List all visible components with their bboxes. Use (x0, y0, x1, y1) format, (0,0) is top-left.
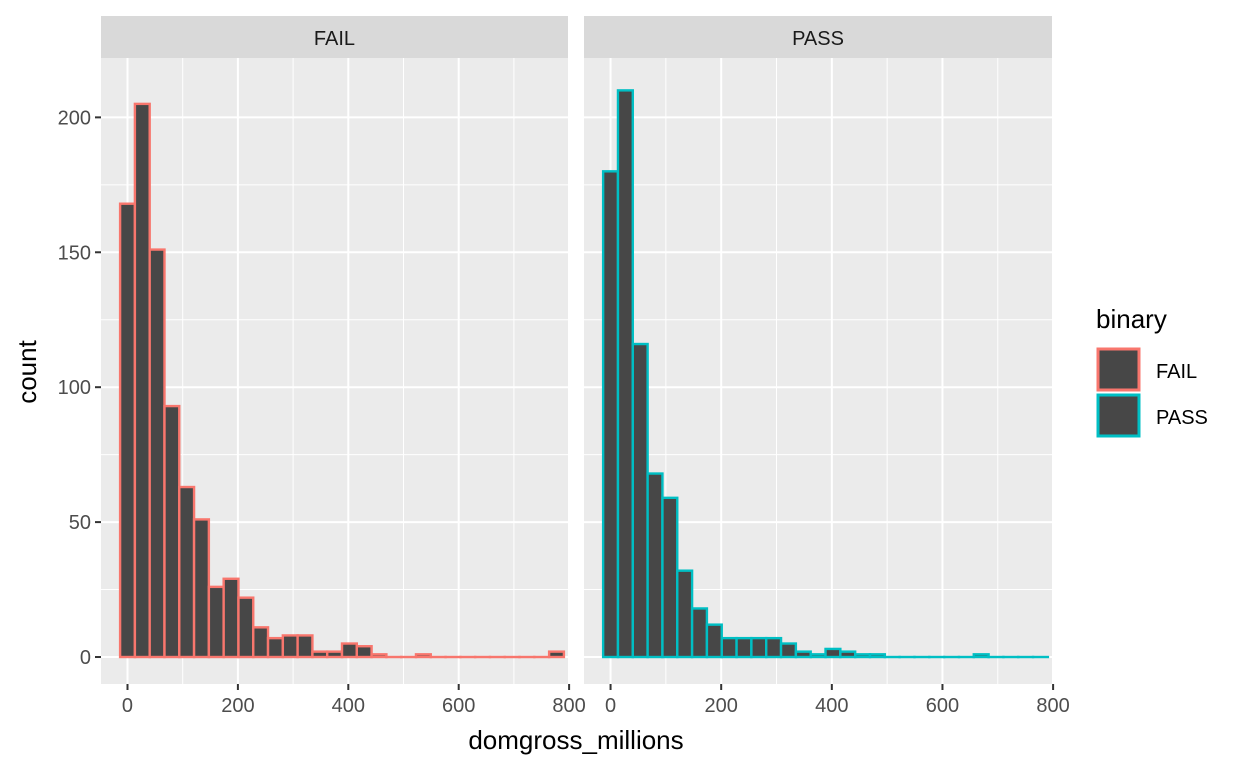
histogram-bar (646, 472, 664, 659)
histogram-bar (676, 569, 694, 659)
legend: binary FAIL PASS (1096, 304, 1208, 438)
y-tick-label: 50 (69, 512, 91, 534)
y-tick-label: 100 (58, 377, 91, 399)
histogram-bar (661, 496, 679, 659)
y-tick-label: 150 (58, 242, 91, 264)
histogram-bar (853, 653, 872, 659)
histogram-bar (133, 102, 151, 659)
facet-strip (584, 16, 1052, 58)
histogram-bar (252, 626, 270, 659)
x-tick-label: 0 (605, 695, 616, 717)
histogram-bar (207, 585, 225, 659)
histogram-bar (690, 607, 709, 659)
histogram-bar (340, 642, 359, 659)
histogram-bar (616, 89, 634, 659)
histogram-bar (601, 170, 620, 659)
facet-strip (101, 16, 568, 58)
legend-key-fail: FAIL (1096, 347, 1197, 392)
x-tick-label: 0 (122, 695, 133, 717)
histogram-bar (750, 636, 768, 659)
histogram-bar (779, 642, 798, 659)
x-axis-title: domgross_millions (468, 725, 683, 755)
x-tick-label: 200 (705, 695, 738, 717)
x-tick-label: 800 (552, 695, 585, 717)
histogram-bar (118, 202, 137, 659)
y-axis: 0 50 100 150 200 (58, 107, 101, 669)
histogram-bar (326, 650, 344, 659)
histogram-bar (824, 647, 842, 659)
legend-title: binary (1096, 304, 1167, 334)
histogram-bar (281, 634, 299, 659)
histogram-bar (237, 596, 255, 659)
histogram-bar (311, 650, 329, 659)
facet-strip-label: PASS (792, 28, 844, 50)
histogram-bar (794, 650, 812, 659)
x-tick-label: 200 (221, 695, 254, 717)
legend-key-fail-swatch (1096, 347, 1141, 392)
legend-key-pass-swatch (1096, 393, 1141, 438)
histogram-bar (222, 577, 240, 659)
histogram-bar (192, 518, 211, 659)
legend-key-pass: PASS (1096, 393, 1208, 438)
histogram-bar (765, 636, 783, 659)
histogram-bar (547, 650, 566, 659)
legend-key-fail-label: FAIL (1156, 361, 1197, 383)
y-tick-label: 0 (80, 647, 91, 669)
histogram-bar (705, 623, 723, 659)
x-tick-label: 400 (332, 695, 365, 717)
facet-panel-pass: PASS 0 200 400 600 800 (584, 16, 1070, 717)
histogram-bar (148, 248, 166, 659)
histogram-bar (720, 636, 738, 659)
histogram-bar (296, 634, 314, 659)
facet-strip-label: FAIL (314, 28, 355, 50)
x-tick-label: 600 (926, 695, 959, 717)
histogram-bar (868, 653, 887, 659)
histogram-bar (163, 404, 181, 659)
y-axis-title: count (12, 339, 42, 403)
facet-panel-fail: FAIL 0 200 400 600 800 (101, 16, 586, 717)
histogram-bar (972, 653, 990, 659)
y-tick-label: 200 (58, 107, 91, 129)
histogram-bar (266, 636, 285, 659)
histogram-bar (839, 650, 857, 659)
histogram-bar (809, 653, 827, 659)
histogram-bar (735, 636, 753, 659)
histogram-bar (370, 653, 388, 659)
x-tick-label: 600 (442, 695, 475, 717)
histogram-bar (414, 653, 432, 659)
x-tick-label: 800 (1036, 695, 1069, 717)
histogram-bar (631, 342, 649, 659)
histogram-bar (355, 645, 373, 659)
histogram-bar (178, 485, 196, 659)
legend-key-pass-label: PASS (1156, 407, 1208, 429)
x-tick-label: 400 (815, 695, 848, 717)
